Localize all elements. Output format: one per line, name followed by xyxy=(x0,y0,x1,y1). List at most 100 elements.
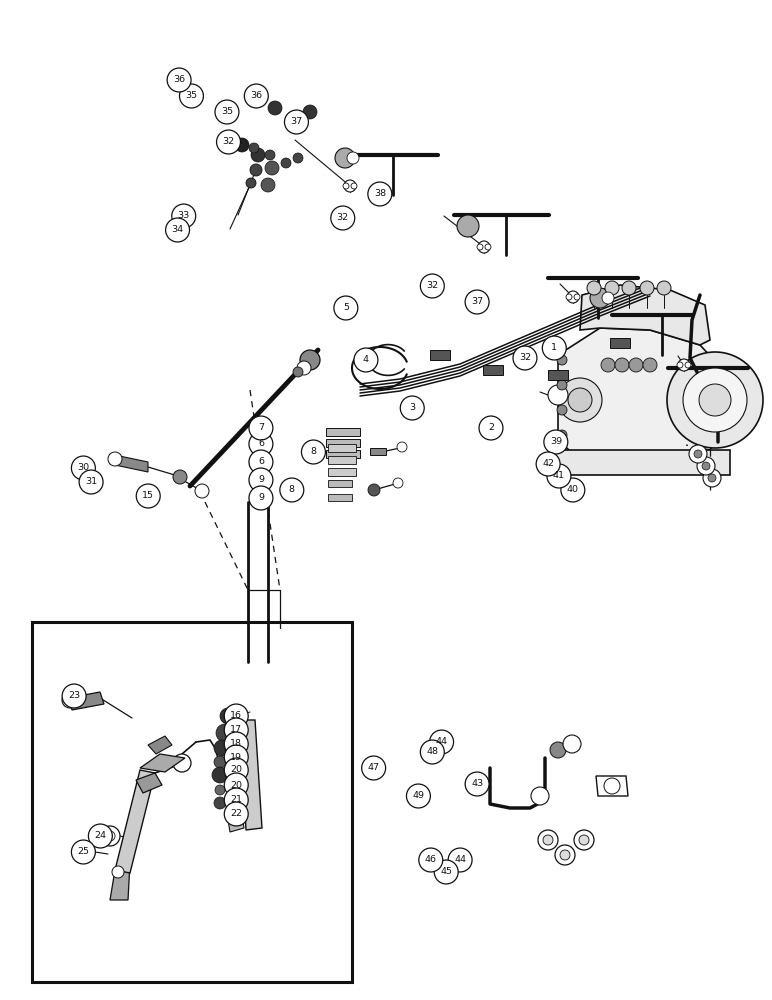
Circle shape xyxy=(421,274,445,298)
Polygon shape xyxy=(580,285,710,345)
Text: 6: 6 xyxy=(258,458,264,466)
Circle shape xyxy=(557,430,567,440)
Text: 32: 32 xyxy=(426,282,438,290)
Circle shape xyxy=(235,138,249,152)
Text: 34: 34 xyxy=(171,226,184,234)
Circle shape xyxy=(531,787,549,805)
Circle shape xyxy=(195,484,209,498)
Polygon shape xyxy=(483,365,503,375)
Circle shape xyxy=(708,474,716,482)
Circle shape xyxy=(265,150,275,160)
Circle shape xyxy=(297,361,311,375)
Circle shape xyxy=(212,767,228,783)
Text: 40: 40 xyxy=(567,486,579,494)
Circle shape xyxy=(477,244,483,250)
Circle shape xyxy=(367,182,392,206)
Circle shape xyxy=(640,281,654,295)
Polygon shape xyxy=(140,754,185,772)
Text: 30: 30 xyxy=(77,464,90,473)
Text: 35: 35 xyxy=(185,92,198,101)
Polygon shape xyxy=(326,450,360,458)
Circle shape xyxy=(246,178,256,188)
Circle shape xyxy=(677,362,683,368)
Polygon shape xyxy=(328,494,352,501)
Circle shape xyxy=(249,416,273,440)
Polygon shape xyxy=(430,350,450,360)
Circle shape xyxy=(279,478,304,502)
Polygon shape xyxy=(558,328,730,470)
Circle shape xyxy=(173,754,191,772)
Circle shape xyxy=(300,350,320,370)
Polygon shape xyxy=(328,468,356,476)
Circle shape xyxy=(566,294,572,300)
Circle shape xyxy=(368,484,380,496)
Text: 37: 37 xyxy=(290,117,303,126)
Circle shape xyxy=(344,180,356,192)
Circle shape xyxy=(343,183,349,189)
Circle shape xyxy=(136,484,161,508)
Circle shape xyxy=(249,486,273,510)
Text: 44: 44 xyxy=(435,738,448,746)
Circle shape xyxy=(249,468,273,492)
Circle shape xyxy=(657,281,671,295)
Circle shape xyxy=(538,830,558,850)
Text: 23: 23 xyxy=(68,692,80,700)
Text: 9: 9 xyxy=(258,493,264,502)
Circle shape xyxy=(590,288,610,308)
Circle shape xyxy=(448,848,472,872)
Circle shape xyxy=(335,148,355,168)
Circle shape xyxy=(354,348,378,372)
Circle shape xyxy=(697,457,715,475)
Circle shape xyxy=(429,730,453,754)
Text: 9: 9 xyxy=(258,476,264,485)
Circle shape xyxy=(421,740,445,764)
Circle shape xyxy=(214,756,226,768)
Text: 42: 42 xyxy=(542,460,554,468)
Circle shape xyxy=(82,848,90,856)
Circle shape xyxy=(72,840,96,864)
Circle shape xyxy=(173,470,187,484)
Circle shape xyxy=(293,367,303,377)
Circle shape xyxy=(284,110,309,134)
Text: 7: 7 xyxy=(258,424,264,432)
Circle shape xyxy=(699,384,731,416)
Circle shape xyxy=(62,692,78,708)
Circle shape xyxy=(293,153,303,163)
Circle shape xyxy=(703,469,721,487)
Circle shape xyxy=(536,452,560,476)
Circle shape xyxy=(165,218,190,242)
Text: 43: 43 xyxy=(471,780,483,788)
Text: 44: 44 xyxy=(454,856,466,864)
Polygon shape xyxy=(115,770,155,873)
Circle shape xyxy=(568,388,592,412)
Circle shape xyxy=(112,866,124,878)
Circle shape xyxy=(220,708,236,724)
Circle shape xyxy=(179,84,204,108)
Circle shape xyxy=(557,355,567,365)
Text: 16: 16 xyxy=(230,712,242,720)
Circle shape xyxy=(557,380,567,390)
Text: 2: 2 xyxy=(488,424,494,432)
Circle shape xyxy=(543,835,553,845)
Polygon shape xyxy=(326,439,360,447)
Circle shape xyxy=(604,778,620,794)
Circle shape xyxy=(100,826,120,846)
Circle shape xyxy=(171,204,196,228)
Text: 38: 38 xyxy=(374,190,386,198)
Circle shape xyxy=(689,445,707,463)
Circle shape xyxy=(334,296,358,320)
Circle shape xyxy=(550,742,566,758)
Text: 32: 32 xyxy=(519,354,531,362)
Text: 17: 17 xyxy=(230,726,242,734)
Text: 22: 22 xyxy=(230,810,242,818)
Circle shape xyxy=(216,130,241,154)
Polygon shape xyxy=(328,456,356,464)
Circle shape xyxy=(214,740,230,756)
Circle shape xyxy=(224,788,249,812)
Text: 8: 8 xyxy=(289,486,295,494)
Circle shape xyxy=(249,450,273,474)
Circle shape xyxy=(622,281,636,295)
Circle shape xyxy=(615,358,629,372)
Polygon shape xyxy=(326,428,360,436)
Circle shape xyxy=(543,430,568,454)
